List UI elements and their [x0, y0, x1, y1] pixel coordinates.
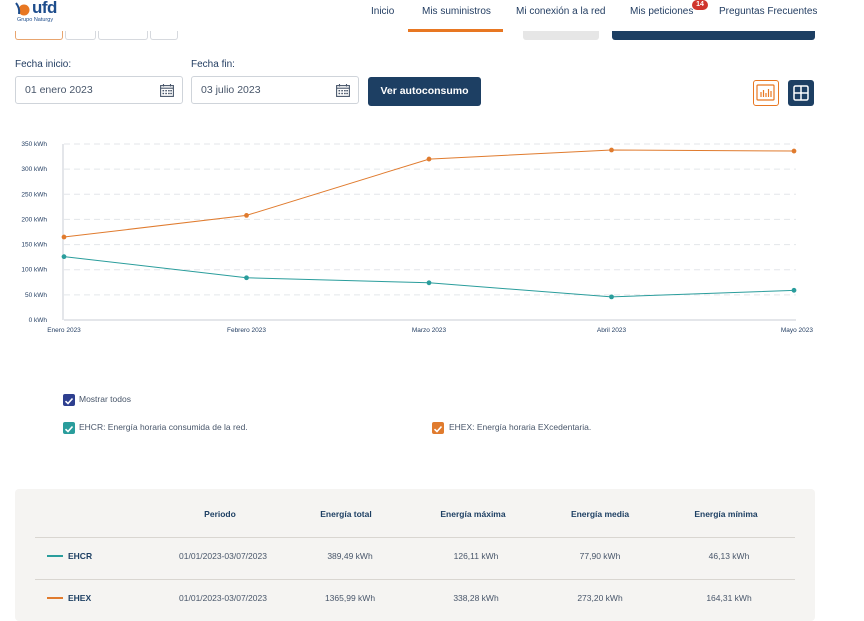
nav-mis-peticiones[interactable]: Mis peticiones	[630, 6, 694, 17]
series-line-ehcr	[63, 256, 795, 298]
nav-mi-conexion[interactable]: Mi conexión a la red	[516, 6, 606, 17]
end-date-field[interactable]: 03 julio 2023	[191, 76, 359, 104]
check-icon	[433, 425, 443, 433]
data-point	[791, 287, 797, 293]
x-tick-label: Mayo 2023	[781, 327, 814, 334]
ehex-legend-label: EHEX: Energía horaria EXcedentaria.	[449, 422, 592, 432]
tab-option[interactable]	[65, 31, 96, 40]
show-all-label: Mostrar todos	[79, 394, 131, 404]
primary-button[interactable]	[612, 31, 815, 40]
table-cell: 164,31 kWh	[706, 593, 752, 603]
data-point	[61, 254, 67, 260]
table-cell: 1365,99 kWh	[324, 593, 376, 603]
energy-line-chart: 0 kWh 50 kWh 100 kWh 150 kWh 200 kWh 250 kWh 3…	[21, 141, 814, 334]
x-tick-label: Marzo 2023	[412, 327, 447, 334]
row-series-name: EHEX	[68, 593, 92, 603]
check-icon	[64, 425, 74, 433]
ver-autoconsumo-button[interactable]: Ver autoconsumo	[368, 77, 481, 106]
series-line-ehex	[63, 149, 795, 238]
y-tick-label: 150 kWh	[21, 242, 47, 249]
notification-badge: 14	[692, 0, 708, 10]
start-date-value: 01 enero 2023	[25, 84, 93, 96]
end-date-value: 03 julio 2023	[201, 84, 261, 96]
col-header-energia-maxima: Energía máxima	[440, 509, 506, 519]
brand-subtitle: Grupo Naturgy	[17, 17, 54, 23]
data-point	[244, 213, 249, 218]
y-tick-label: 100 kWh	[21, 267, 47, 274]
table-cell: 273,20 kWh	[577, 593, 623, 603]
table-cell: 01/01/2023-03/07/2023	[179, 593, 267, 603]
y-tick-label: 250 kWh	[21, 191, 47, 198]
data-point	[426, 280, 432, 286]
end-date-label: Fecha fin:	[191, 59, 235, 70]
nav-preguntas-frecuentes[interactable]: Preguntas Frecuentes	[719, 6, 818, 17]
table-cell: 126,11 kWh	[453, 551, 499, 561]
start-date-label: Fecha inicio:	[15, 59, 72, 70]
ehcr-legend-label: EHCR: Energía horaria consumida de la re…	[79, 422, 248, 432]
nav-inicio[interactable]: Inicio	[371, 6, 395, 17]
data-point	[791, 148, 797, 154]
x-tick-label: Enero 2023	[47, 327, 81, 334]
grid-icon	[793, 85, 809, 101]
table-cell: 389,49 kWh	[327, 551, 373, 561]
tab-option[interactable]	[150, 31, 178, 40]
start-date-field[interactable]: 01 enero 2023	[15, 76, 183, 104]
row-series-name: EHCR	[68, 551, 93, 561]
row-divider	[35, 579, 795, 580]
table-cell: 46,13 kWh	[708, 551, 750, 561]
y-tick-label: 200 kWh	[21, 216, 47, 223]
data-point	[426, 156, 432, 162]
summary-table	[15, 489, 815, 621]
chart-view-toggle[interactable]	[753, 80, 779, 106]
brand-name[interactable]: ufd	[32, 0, 57, 17]
ehcr-line-swatch	[47, 555, 63, 557]
secondary-button[interactable]	[523, 31, 599, 40]
tab-option[interactable]	[98, 31, 148, 40]
y-tick-label: 0 kWh	[29, 317, 48, 324]
y-tick-label: 300 kWh	[21, 166, 47, 173]
col-header-energia-media: Energía media	[570, 509, 630, 519]
table-cell: 77,90 kWh	[579, 551, 621, 561]
row-divider	[35, 537, 795, 538]
ehex-checkbox[interactable]	[432, 422, 444, 434]
y-tick-label: 50 kWh	[25, 292, 47, 299]
bar-chart-icon	[756, 84, 775, 101]
table-cell: 338,28 kWh	[453, 593, 499, 603]
brand-logo-icon[interactable]	[14, 2, 32, 16]
table-cell: 01/01/2023-03/07/2023	[179, 551, 267, 561]
x-tick-label: Abril 2023	[597, 327, 627, 334]
data-point	[61, 234, 67, 240]
col-header-energia-total: Energía total	[320, 509, 372, 519]
data-point	[609, 294, 614, 300]
check-icon	[64, 397, 74, 405]
col-header-periodo: Periodo	[204, 509, 236, 519]
col-header-energia-minima: Energía mínima	[694, 509, 758, 519]
y-tick-label: 350 kWh	[21, 141, 47, 148]
table-view-toggle[interactable]	[788, 80, 814, 106]
calendar-icon[interactable]	[336, 84, 350, 97]
data-point	[609, 147, 614, 153]
x-tick-label: Febrero 2023	[227, 327, 266, 334]
tab-option[interactable]	[15, 31, 63, 40]
calendar-icon[interactable]	[160, 84, 174, 97]
show-all-checkbox[interactable]	[63, 394, 75, 406]
data-point	[244, 275, 249, 281]
ehex-line-swatch	[47, 597, 63, 599]
nav-active-indicator	[408, 29, 503, 32]
ehcr-checkbox[interactable]	[63, 422, 75, 434]
nav-mis-suministros[interactable]: Mis suministros	[422, 6, 491, 17]
